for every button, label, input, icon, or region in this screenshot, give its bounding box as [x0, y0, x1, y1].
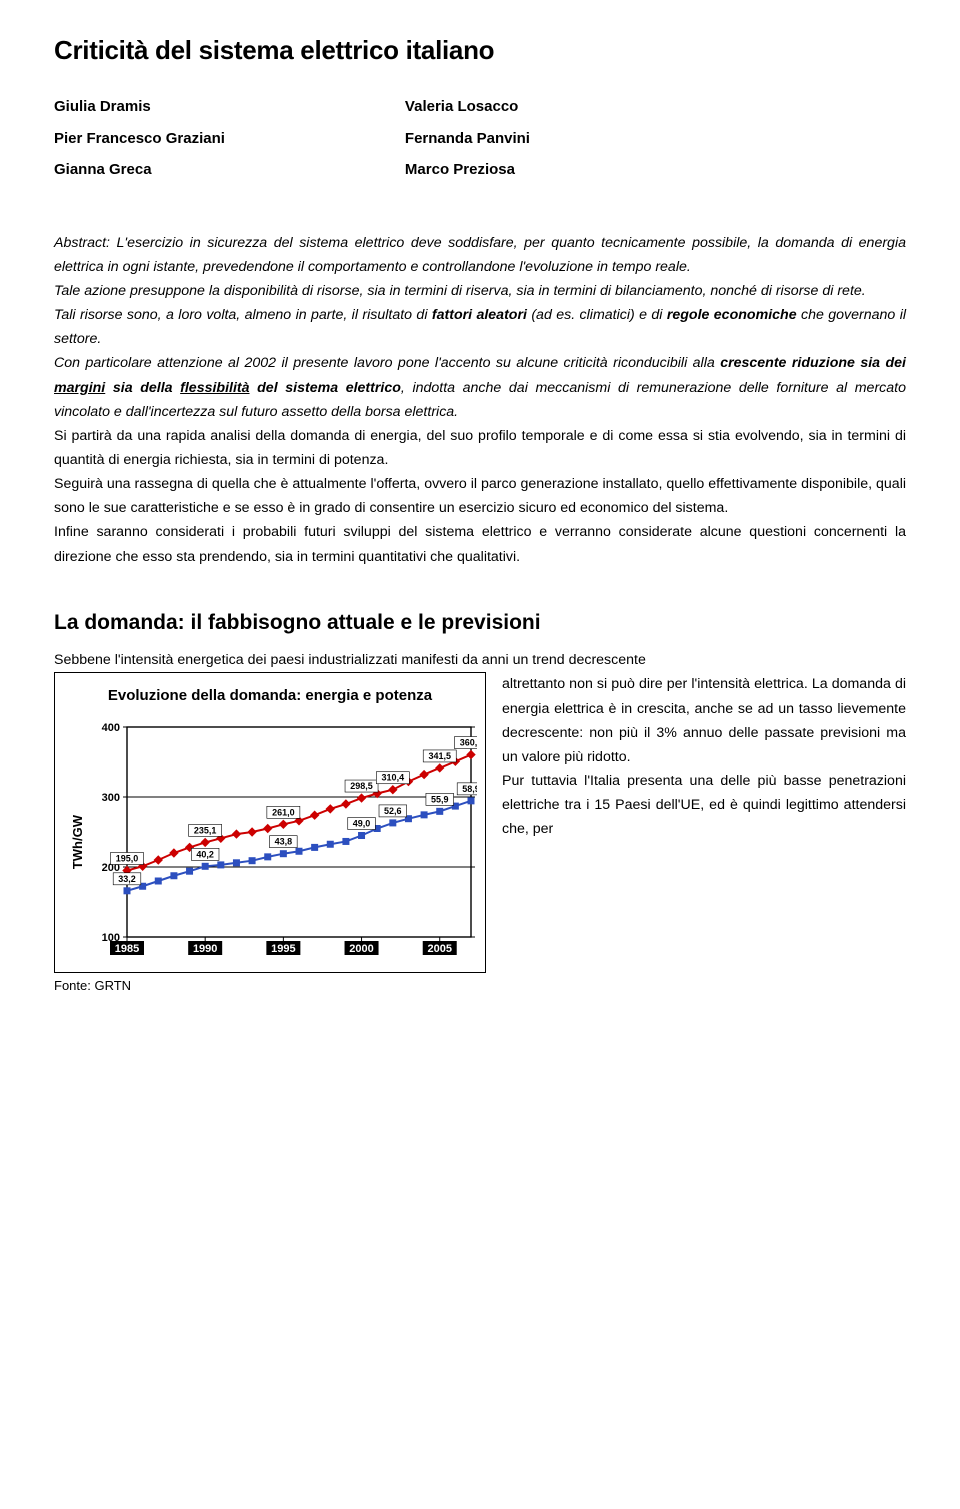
author: Gianna Greca	[54, 157, 225, 183]
svg-text:2000: 2000	[349, 943, 373, 955]
abstract-p4c: margini	[54, 380, 105, 396]
svg-text:58,9: 58,9	[462, 784, 477, 794]
svg-text:1990: 1990	[193, 943, 217, 955]
chart-ylabel: TWh/GW	[63, 815, 89, 869]
authors-right: Valeria Losacco Fernanda Panvini Marco P…	[405, 94, 530, 183]
abstract-p4b: crescente riduzione sia dei	[720, 355, 906, 371]
abstract-p7: Infine saranno considerati i probabili f…	[54, 520, 906, 568]
abstract-p6: Seguirà una rassegna di quella che è att…	[54, 472, 906, 520]
svg-text:195,0: 195,0	[116, 853, 139, 863]
chart-title: Evoluzione della domanda: energia e pote…	[63, 683, 477, 709]
svg-text:1995: 1995	[271, 943, 295, 955]
chart-row: Evoluzione della domanda: energia e pote…	[54, 672, 906, 997]
svg-text:341,5: 341,5	[429, 751, 452, 761]
svg-text:43,8: 43,8	[275, 837, 293, 847]
abstract-p3d: regole economiche	[667, 307, 797, 323]
chart-source: Fonte: GRTN	[54, 975, 486, 997]
svg-text:300: 300	[102, 792, 120, 804]
abstract-p5: Si partirà da una rapida analisi della d…	[54, 424, 906, 472]
author: Pier Francesco Graziani	[54, 126, 225, 152]
abstract-p2: Tale azione presuppone la disponibilità …	[54, 283, 866, 299]
author: Marco Preziosa	[405, 157, 530, 183]
side-text: altrettanto non si può dire per l'intens…	[502, 672, 906, 841]
svg-text:2005: 2005	[428, 943, 452, 955]
authors-left: Giulia Dramis Pier Francesco Graziani Gi…	[54, 94, 225, 183]
abstract-p1: Abstract: L'esercizio in sicurezza del s…	[54, 235, 906, 275]
svg-text:310,4: 310,4	[382, 773, 405, 783]
abstract-p3c: (ad es. climatici) e di	[527, 307, 667, 323]
svg-text:1985: 1985	[115, 943, 139, 955]
abstract-p4e: flessibilità	[180, 380, 249, 396]
svg-text:55,9: 55,9	[431, 794, 449, 804]
chart-svg: 10020030040020406080195,0235,1261,0298,5…	[89, 715, 477, 970]
abstract-p3a: Tali risorse sono, a loro volta, almeno …	[54, 307, 432, 323]
section-title: La domanda: il fabbisogno attuale e le p…	[54, 605, 906, 641]
chart-box: Evoluzione della domanda: energia e pote…	[54, 672, 486, 973]
author: Fernanda Panvini	[405, 126, 530, 152]
author: Giulia Dramis	[54, 94, 225, 120]
svg-text:261,0: 261,0	[272, 807, 295, 817]
svg-text:400: 400	[102, 722, 120, 734]
svg-text:235,1: 235,1	[194, 825, 217, 835]
svg-text:52,6: 52,6	[384, 806, 402, 816]
svg-text:33,2: 33,2	[118, 874, 136, 884]
svg-text:49,0: 49,0	[353, 818, 371, 828]
abstract-p4f: del sistema elettrico	[250, 380, 401, 396]
svg-text:360,6: 360,6	[460, 738, 477, 748]
svg-text:40,2: 40,2	[197, 849, 215, 859]
author: Valeria Losacco	[405, 94, 530, 120]
svg-text:298,5: 298,5	[350, 781, 373, 791]
page-title: Criticità del sistema elettrico italiano	[54, 28, 906, 72]
authors-block: Giulia Dramis Pier Francesco Graziani Gi…	[54, 94, 906, 183]
abstract-p4d: sia della	[105, 380, 180, 396]
abstract: Abstract: L'esercizio in sicurezza del s…	[54, 231, 906, 569]
abstract-p4a: Con particolare attenzione al 2002 il pr…	[54, 355, 720, 371]
section-intro: Sebbene l'intensità energetica dei paesi…	[54, 648, 906, 672]
abstract-p3b: fattori aleatori	[432, 307, 527, 323]
